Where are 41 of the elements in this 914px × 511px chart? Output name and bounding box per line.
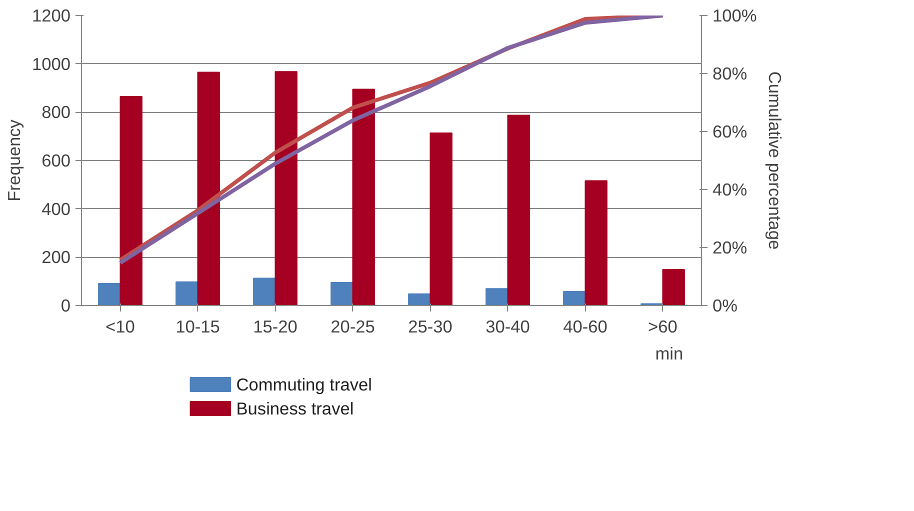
x-tick-label: 20-25 bbox=[330, 316, 375, 336]
x-tick-label: 25-30 bbox=[408, 316, 452, 336]
bar bbox=[197, 72, 220, 306]
x-tick-label: >60 bbox=[648, 316, 678, 336]
bar bbox=[253, 278, 276, 306]
bar bbox=[584, 180, 608, 306]
x-tick-label: 10-15 bbox=[176, 316, 220, 336]
x-tick-label: <10 bbox=[106, 316, 135, 336]
bar bbox=[176, 281, 198, 306]
y-tick-label: 600 bbox=[42, 150, 71, 170]
y-tick-label: 1000 bbox=[32, 54, 71, 74]
bar bbox=[330, 282, 354, 306]
y2-tick-label: 100% bbox=[712, 6, 757, 26]
bar bbox=[274, 71, 298, 306]
y2-tick-label: 40% bbox=[712, 180, 748, 200]
legend-label: Business travel bbox=[236, 398, 354, 418]
bar bbox=[486, 288, 508, 306]
x-axis-title: min bbox=[655, 344, 684, 364]
y-axis-title: Frequency bbox=[4, 119, 24, 202]
y2-tick-label: 0% bbox=[712, 296, 738, 316]
y-tick-label: 200 bbox=[42, 247, 71, 268]
y-tick-label: 400 bbox=[42, 198, 71, 219]
y2-tick-label: 60% bbox=[712, 122, 748, 142]
x-tick-label: 15-20 bbox=[253, 316, 298, 336]
bar bbox=[352, 88, 375, 306]
y2-axis-title: Cumulative percentage bbox=[764, 71, 785, 250]
bar bbox=[430, 132, 452, 306]
bar bbox=[507, 114, 530, 306]
x-tick-label: 40-60 bbox=[563, 316, 608, 336]
y-tick-label: 0 bbox=[60, 296, 71, 316]
y-tick-label: 800 bbox=[42, 102, 71, 122]
x-tick-label: 30-40 bbox=[486, 316, 530, 336]
bar bbox=[662, 268, 685, 306]
bar bbox=[98, 283, 121, 306]
y2-tick-label: 80% bbox=[712, 64, 748, 84]
y2-tick-label: 20% bbox=[712, 238, 748, 258]
y-tick-label: 1200 bbox=[32, 6, 71, 26]
bar bbox=[563, 290, 586, 306]
bar bbox=[120, 96, 142, 306]
legend-label: Commuting travel bbox=[236, 374, 372, 394]
bar bbox=[408, 293, 431, 306]
